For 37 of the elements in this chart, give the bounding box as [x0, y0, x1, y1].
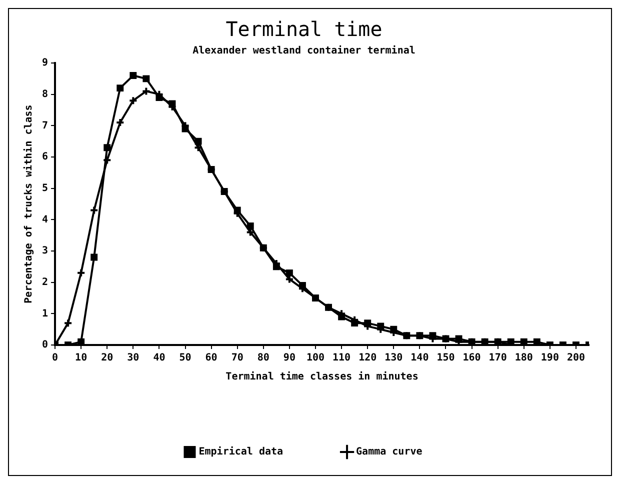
x-axis-title: Terminal time classes in minutes — [226, 370, 418, 383]
x-tick-label: 150 — [436, 352, 455, 364]
x-tick-label: 110 — [332, 352, 351, 364]
x-tick-label: 50 — [179, 352, 192, 364]
chart-subtitle: Alexander westland container terminal — [192, 44, 416, 57]
x-tick-label: 0 — [52, 352, 58, 364]
x-tick-label: 160 — [462, 352, 481, 364]
y-tick-label: 4 — [42, 214, 48, 226]
y-tick-label: 9 — [42, 58, 48, 69]
y-tick-label: 7 — [42, 120, 48, 132]
y-tick-label: 8 — [42, 88, 48, 100]
x-tick-label: 190 — [540, 352, 559, 364]
legend-label: Gamma curve — [356, 446, 422, 458]
x-tick-label: 170 — [488, 352, 507, 364]
x-tick-label: 200 — [566, 352, 586, 364]
y-tick-label: 6 — [42, 152, 48, 163]
x-tick-label: 180 — [514, 352, 533, 364]
x-tick-label: 10 — [75, 352, 88, 364]
y-tick-label: 1 — [42, 308, 48, 320]
x-tick-label: 80 — [257, 352, 270, 364]
x-tick-label: 20 — [101, 352, 114, 364]
x-tick-label: 30 — [127, 352, 140, 364]
x-tick-label: 120 — [358, 352, 377, 364]
x-tick-label: 40 — [153, 352, 166, 364]
chart-title: Terminal time — [226, 17, 382, 42]
y-axis-title: Percentage of trucks within class — [22, 104, 35, 304]
x-tick-label: 70 — [231, 352, 244, 364]
x-tick-label: 100 — [306, 352, 325, 364]
x-tick-label: 60 — [205, 352, 218, 364]
y-tick-label: 5 — [42, 182, 48, 194]
y-tick-label: 3 — [42, 246, 48, 257]
x-tick-label: 140 — [410, 352, 429, 364]
y-tick-label: 2 — [42, 276, 48, 288]
y-tick-label: 0 — [42, 340, 48, 351]
x-tick-label: 130 — [384, 352, 403, 364]
x-tick-label: 90 — [283, 352, 296, 364]
legend-label: Empirical data — [198, 446, 284, 458]
